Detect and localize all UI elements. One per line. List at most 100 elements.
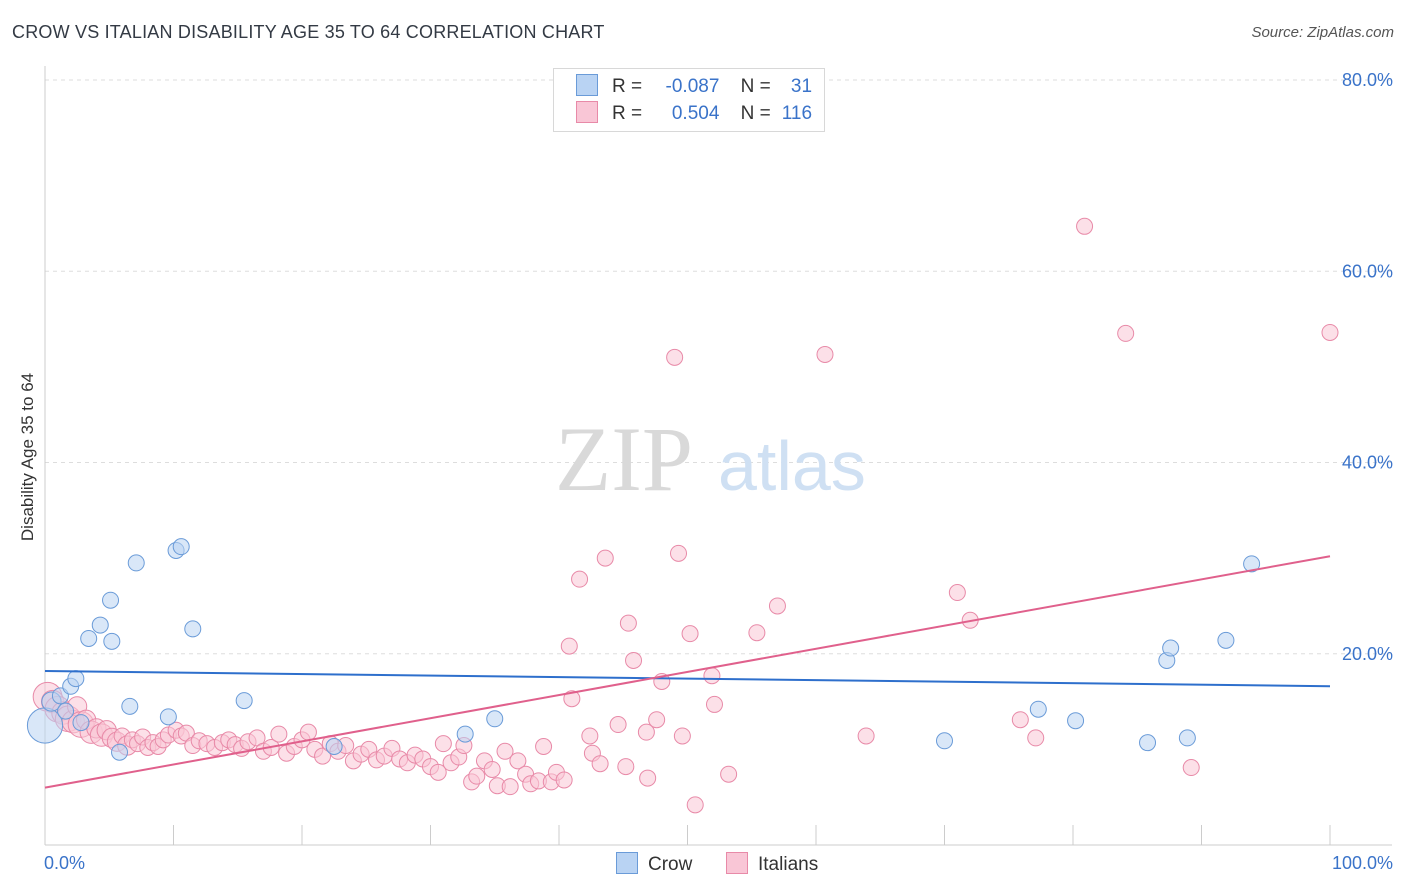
italians-point <box>670 544 688 562</box>
bottom-legend-swatch-italians <box>726 852 748 874</box>
watermark-zip: ZIP <box>555 408 693 510</box>
italians-point <box>1027 729 1045 747</box>
crow-point <box>103 632 121 650</box>
legend-swatch-italians <box>576 101 598 123</box>
crow-point <box>159 708 177 726</box>
crow-point <box>1067 712 1085 730</box>
crow-point <box>486 710 504 728</box>
bottom-legend-crow-label: Crow <box>648 854 693 875</box>
italians-point <box>501 778 519 796</box>
italians-point <box>609 716 627 734</box>
crow-point <box>80 629 98 647</box>
italians-point <box>619 614 637 632</box>
italians-point <box>666 348 684 366</box>
italians-point <box>429 763 447 781</box>
italians-point <box>299 723 317 741</box>
italians-point <box>639 769 657 787</box>
legend-italians-r-value: 0.504 <box>671 103 720 124</box>
italians-point <box>1076 217 1094 235</box>
italians-point <box>625 651 643 669</box>
legend-swatch-crow <box>576 74 598 96</box>
legend-italians-n-label: N = <box>740 103 771 124</box>
y-tick-label: 80.0% <box>1342 70 1393 90</box>
y-tick-label: 60.0% <box>1342 261 1393 281</box>
italians-trend-line <box>44 555 1331 789</box>
crow-point <box>456 725 474 743</box>
x-tick-label: 100.0% <box>1332 853 1393 873</box>
italians-point <box>591 755 609 773</box>
italians-point <box>720 765 738 783</box>
crow-point <box>936 732 953 750</box>
source-label: Source: ZipAtlas.com <box>1251 24 1394 41</box>
italians-point <box>563 690 581 708</box>
bottom-legend: Crow Italians <box>0 852 1406 876</box>
crow-point <box>72 714 90 732</box>
legend-row-italians: R = 0.504 N = 116 <box>576 101 812 127</box>
crow-point <box>127 554 145 572</box>
italians-point <box>483 760 501 778</box>
crow-point <box>57 702 75 720</box>
crow-point <box>1217 631 1235 649</box>
crow-point <box>102 591 120 609</box>
italians-point <box>705 695 723 713</box>
italians-point <box>468 767 486 785</box>
watermark: ZIP atlas <box>555 408 866 510</box>
italians-point <box>673 727 691 745</box>
italians-point <box>1321 323 1339 341</box>
italians-point <box>617 758 635 776</box>
crow-point <box>91 616 109 634</box>
legend-crow-n-label: N = <box>740 76 771 97</box>
crow-point <box>325 738 343 756</box>
italians-point <box>857 727 875 745</box>
italians-point <box>596 549 614 567</box>
italians-point <box>686 796 704 814</box>
y-tick-label: 20.0% <box>1342 644 1393 664</box>
italians-point <box>703 667 721 685</box>
italians-point <box>314 747 332 765</box>
trend-lines <box>44 555 1331 789</box>
crow-points <box>26 538 1261 761</box>
italians-point <box>535 738 553 756</box>
crow-point <box>1139 734 1157 752</box>
y-axis-title: Disability Age 35 to 64 <box>18 372 37 542</box>
italians-point <box>648 711 666 729</box>
chart-title: CROW VS ITALIAN DISABILITY AGE 35 TO 64 … <box>12 22 605 42</box>
x-tick-label: 0.0% <box>44 853 85 873</box>
italians-point <box>1182 759 1200 777</box>
italians-point <box>555 771 573 789</box>
bottom-legend-swatch-crow <box>616 852 638 874</box>
legend-crow-r-label: R = <box>612 76 643 97</box>
legend-italians-r-label: R = <box>612 103 643 124</box>
legend-crow-r-value: -0.087 <box>665 76 720 97</box>
crow-point <box>1243 555 1261 573</box>
crow-point <box>184 620 202 638</box>
bottom-legend-italians-label: Italians <box>758 854 819 875</box>
italians-point <box>434 735 452 753</box>
axes <box>44 66 1392 846</box>
italians-point <box>571 570 589 588</box>
crow-point <box>1178 729 1196 747</box>
legend-italians-n-value: 116 <box>781 103 813 124</box>
crow-point <box>67 670 85 688</box>
x-tick-labels: 0.0% 100.0% <box>44 853 1393 873</box>
crow-point <box>172 538 190 556</box>
italians-point <box>768 597 786 615</box>
correlation-legend: R = -0.087 N = 31 R = 0.504 N = 116 <box>553 68 825 132</box>
y-tick-label: 40.0% <box>1342 453 1393 473</box>
bottom-legend-crow: Crow <box>616 852 692 876</box>
crow-point <box>121 697 139 715</box>
italians-point <box>560 637 578 655</box>
italians-points <box>32 217 1339 814</box>
crow-point <box>111 743 129 761</box>
italians-point <box>816 345 834 363</box>
italians-point <box>581 727 599 745</box>
italians-point <box>1011 711 1029 729</box>
italians-point <box>496 742 514 760</box>
crow-point <box>1029 700 1047 718</box>
bottom-legend-italians: Italians <box>726 852 818 876</box>
grid-lines <box>45 79 1392 655</box>
italians-point <box>948 584 966 602</box>
crow-point <box>1162 639 1180 657</box>
italians-point <box>1117 324 1135 342</box>
